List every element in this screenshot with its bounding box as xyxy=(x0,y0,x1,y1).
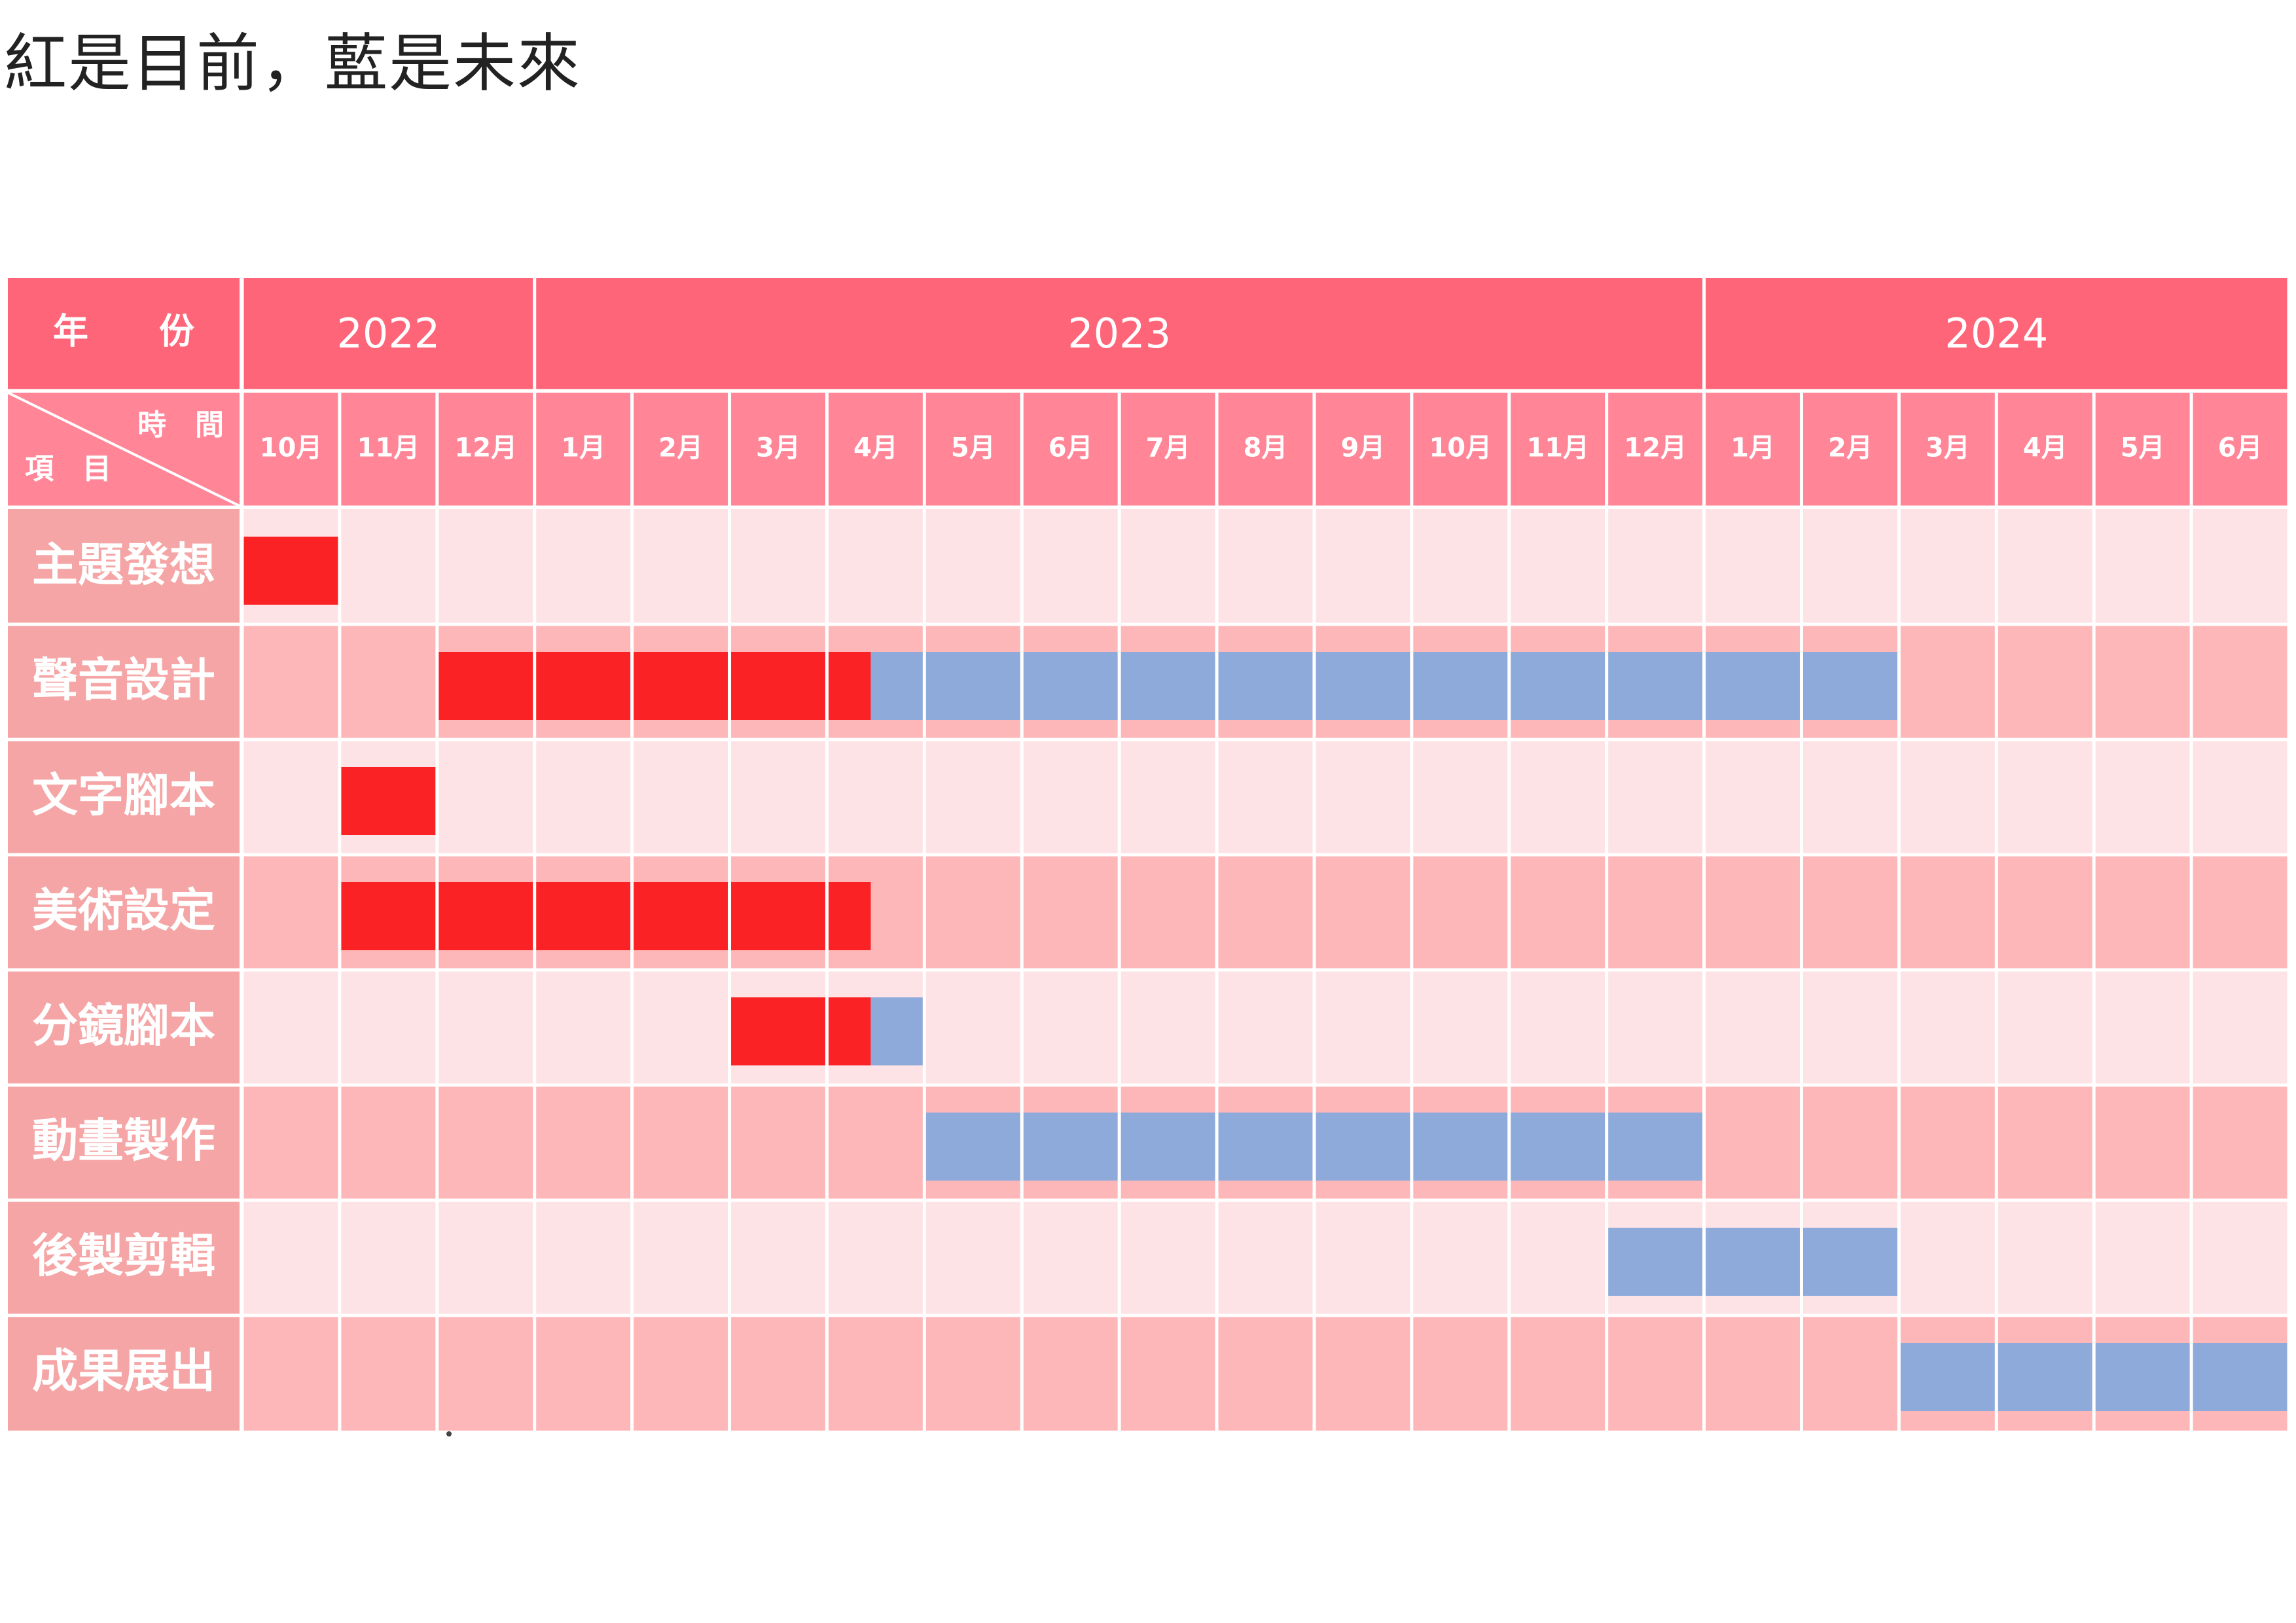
task-label-cell xyxy=(8,855,240,970)
month-label: 9月 xyxy=(1340,433,1385,463)
month-header-cell xyxy=(339,393,437,506)
month-header-cell xyxy=(534,393,632,506)
task-label-cell xyxy=(8,624,240,740)
gantt-bar-current xyxy=(437,652,871,720)
corner-item-label: 項 目 xyxy=(25,452,111,486)
task-label: 動畫製作 xyxy=(32,1114,215,1168)
month-label: 6月 xyxy=(2218,433,2263,463)
month-label: 2月 xyxy=(1828,433,1873,463)
month-label: 12月 xyxy=(454,433,517,463)
month-label: 5月 xyxy=(2121,433,2165,463)
task-label: 美術設定 xyxy=(32,883,215,937)
task-label-cell xyxy=(8,1085,240,1200)
task-label-cell xyxy=(8,509,240,624)
month-header-cell xyxy=(729,393,827,506)
month-header-cell xyxy=(1119,393,1217,506)
month-label: 8月 xyxy=(1244,433,1288,463)
task-label-cell xyxy=(8,1200,240,1315)
month-header-cell xyxy=(924,393,1022,506)
task-row-background xyxy=(242,740,2289,855)
task-row-background xyxy=(242,970,2289,1085)
month-label: 11月 xyxy=(357,433,420,463)
month-label: 6月 xyxy=(1049,433,1093,463)
gantt-bar-future xyxy=(1606,1228,1899,1296)
gantt-bar-future xyxy=(870,997,925,1065)
month-label: 3月 xyxy=(756,433,800,463)
task-row-background xyxy=(242,509,2289,624)
month-label: 1月 xyxy=(561,433,605,463)
gantt-bar-current xyxy=(339,767,437,835)
year-header-cell-2023 xyxy=(534,278,1704,389)
task-label-cell xyxy=(8,740,240,855)
task-label: 聲音設計 xyxy=(32,653,215,707)
month-label: 1月 xyxy=(1731,433,1775,463)
month-label: 12月 xyxy=(1624,433,1687,463)
month-header-cell xyxy=(242,393,340,506)
month-header-cell xyxy=(1217,393,1314,506)
month-label: 10月 xyxy=(1429,433,1492,463)
month-header-cell xyxy=(1899,393,1997,506)
month-header-cell xyxy=(1022,393,1120,506)
month-header-cell xyxy=(1704,393,1802,506)
month-header-cell xyxy=(2191,393,2289,506)
month-header-cell xyxy=(1801,393,1899,506)
month-header-cell xyxy=(1996,393,2094,506)
gantt-bar-current xyxy=(242,537,340,605)
task-row-background xyxy=(242,1200,2289,1315)
gantt-bar-future xyxy=(870,652,1899,720)
month-header-cell xyxy=(632,393,730,506)
year-label-2022: 2022 xyxy=(336,310,440,357)
task-label: 成果展出 xyxy=(32,1344,215,1398)
month-header-cell xyxy=(827,393,925,506)
month-header-cell xyxy=(1314,393,1412,506)
month-label: 7月 xyxy=(1146,433,1191,463)
task-label-cell xyxy=(8,1315,240,1431)
month-label: 10月 xyxy=(260,433,323,463)
month-header-cell xyxy=(1606,393,1704,506)
month-label: 4月 xyxy=(2023,433,2068,463)
month-header-cell xyxy=(1411,393,1509,506)
year-header-cell-2022 xyxy=(242,278,535,389)
year-header-corner xyxy=(8,278,240,389)
year-label-2024: 2024 xyxy=(1945,310,2048,357)
month-label: 5月 xyxy=(951,433,996,463)
page-title: 紅是目前，藍是未來 xyxy=(4,27,581,100)
gantt-bar-current xyxy=(339,882,871,950)
gantt-bar-current xyxy=(729,997,871,1065)
month-label: 4月 xyxy=(853,433,898,463)
month-label: 2月 xyxy=(658,433,703,463)
month-label: 3月 xyxy=(1926,433,1970,463)
month-header-cell xyxy=(1509,393,1607,506)
month-label: 11月 xyxy=(1526,433,1589,463)
corner-time-label: 時 間 xyxy=(137,408,224,442)
month-header-cell xyxy=(437,393,535,506)
corner-diagonal xyxy=(7,391,240,507)
task-label-cell xyxy=(8,970,240,1085)
year-label-2023: 2023 xyxy=(1067,310,1171,357)
year-header-cell-2024 xyxy=(1704,278,2289,389)
task-label: 後製剪輯 xyxy=(32,1229,215,1283)
stray-dot xyxy=(446,1431,452,1436)
task-label: 文字腳本 xyxy=(32,768,215,822)
month-header-cell xyxy=(2094,393,2192,506)
task-label: 主題發想 xyxy=(32,538,215,592)
task-label: 分鏡腳本 xyxy=(32,999,215,1052)
gantt-header-layer: 年 份 2022 2023 2024 時 間項 目 10月 11月 12月 1月 2月 3月 4月 5月… xyxy=(7,278,2289,507)
year-header-label: 年 份 xyxy=(53,311,194,352)
gantt-grid-layer xyxy=(8,278,2291,1431)
